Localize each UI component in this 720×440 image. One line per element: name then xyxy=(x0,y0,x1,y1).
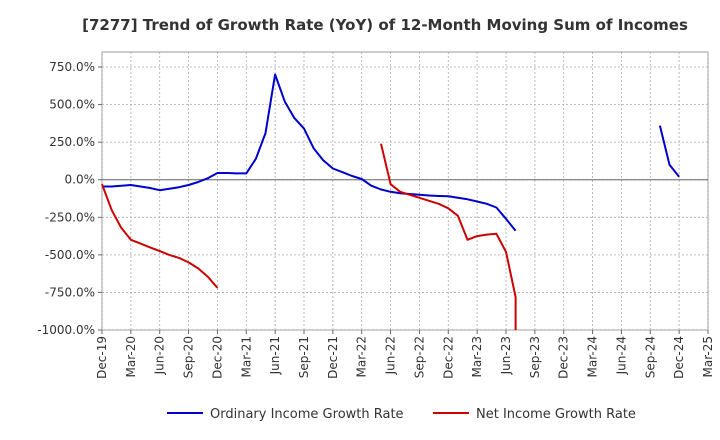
y-tick-label: -1000.0% xyxy=(37,323,95,337)
x-tick-label: Sep-21 xyxy=(297,336,311,378)
y-tick-label: -500.0% xyxy=(45,248,95,262)
y-tick-label: 250.0% xyxy=(49,135,95,149)
x-tick-label: Mar-23 xyxy=(470,336,484,377)
x-tick-label: Sep-23 xyxy=(528,336,542,378)
series-line-1 xyxy=(101,183,219,289)
x-tick-label: Jun-24 xyxy=(614,336,628,375)
legend-label-1: Net Income Growth Rate xyxy=(476,407,636,422)
y-tick-label: 500.0% xyxy=(49,98,95,112)
series-line-0 xyxy=(102,73,517,232)
x-tick-label: Dec-21 xyxy=(326,336,340,379)
x-tick-label: Mar-21 xyxy=(239,336,253,377)
series-line-1 xyxy=(380,143,517,330)
y-tick-label: 0.0% xyxy=(65,173,96,187)
x-axis: Dec-19 Mar-20 Jun-20 Sep-20 Dec-20 Mar-21 Jun-… xyxy=(95,330,715,379)
x-tick-label: Jun-21 xyxy=(268,336,282,375)
x-tick-label: Sep-22 xyxy=(412,336,426,378)
legend-label-0: Ordinary Income Growth Rate xyxy=(210,407,404,422)
x-tick-label: Dec-20 xyxy=(210,336,224,379)
x-tick-label: Sep-20 xyxy=(182,336,196,378)
chart-title: [7277] Trend of Growth Rate (YoY) of 12-… xyxy=(82,16,688,34)
x-tick-label: Mar-22 xyxy=(355,336,369,377)
x-tick-label: Dec-23 xyxy=(557,336,571,379)
x-tick-label: Dec-24 xyxy=(672,336,686,379)
series-layer xyxy=(101,73,680,330)
y-tick-label: 750.0% xyxy=(49,60,95,74)
legend: Ordinary Income Growth Rate Net Income Gr… xyxy=(167,407,636,422)
x-tick-label: Jun-23 xyxy=(499,336,513,375)
x-tick-label: Dec-19 xyxy=(95,336,109,379)
x-tick-label: Jun-20 xyxy=(153,336,167,375)
x-tick-label: Jun-22 xyxy=(384,336,398,375)
x-tick-label: Mar-20 xyxy=(124,336,138,377)
y-tick-label: -250.0% xyxy=(45,210,95,224)
x-tick-label: Dec-22 xyxy=(441,336,455,379)
x-tick-label: Mar-25 xyxy=(701,336,715,377)
y-tick-label: -750.0% xyxy=(45,285,95,299)
y-axis: 750.0% 500.0% 250.0% 0.0% -250.0% -500.0% -750… xyxy=(37,60,102,337)
x-tick-label: Sep-24 xyxy=(643,336,657,378)
series-line-0 xyxy=(658,125,680,178)
plot-area xyxy=(101,51,709,331)
x-tick-label: Mar-24 xyxy=(586,336,600,377)
